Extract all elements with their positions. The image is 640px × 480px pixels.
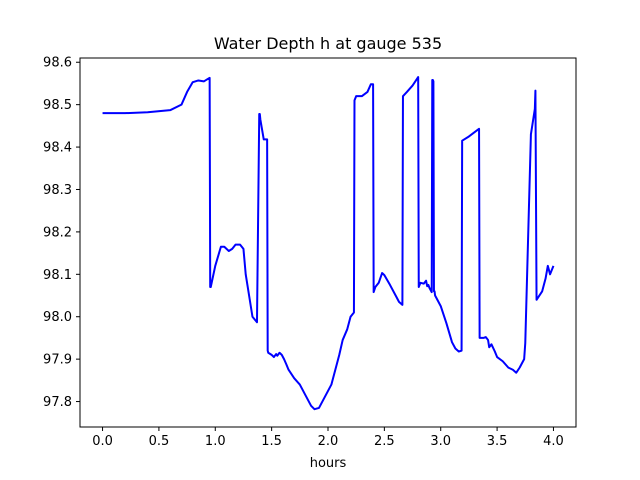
y-tick-label: 98.5 bbox=[43, 98, 72, 113]
y-tick-label: 98.2 bbox=[43, 225, 72, 240]
x-tick-label: 0.5 bbox=[149, 434, 170, 449]
y-tick-label: 98.3 bbox=[43, 183, 72, 198]
y-tick-label: 98.0 bbox=[43, 310, 72, 325]
x-tick-label: 3.5 bbox=[487, 434, 508, 449]
chart-title: Water Depth h at gauge 535 bbox=[214, 34, 442, 53]
x-axis-title: hours bbox=[310, 456, 347, 471]
y-tick-label: 97.8 bbox=[43, 395, 72, 410]
x-tick-label: 3.0 bbox=[430, 434, 451, 449]
x-tick-label: 4.0 bbox=[543, 434, 564, 449]
x-tick-label: 0.0 bbox=[92, 434, 113, 449]
x-axis: 0.0 0.5 1.0 1.5 2.0 2.5 3.0 3.5 4.0 bbox=[92, 427, 564, 449]
x-tick-label: 2.5 bbox=[374, 434, 395, 449]
y-tick-label: 98.6 bbox=[43, 56, 72, 71]
y-tick-label: 98.4 bbox=[43, 141, 72, 156]
water-depth-series-line bbox=[102, 76, 555, 411]
x-tick-label: 1.5 bbox=[261, 434, 282, 449]
x-tick-label: 1.0 bbox=[205, 434, 226, 449]
x-tick-label: 2.0 bbox=[318, 434, 339, 449]
y-axis: 97.8 97.9 98.0 98.1 98.2 98.3 98.4 98.5 98.6 bbox=[43, 56, 80, 410]
y-tick-label: 98.1 bbox=[43, 268, 72, 283]
y-tick-label: 97.9 bbox=[43, 353, 72, 368]
